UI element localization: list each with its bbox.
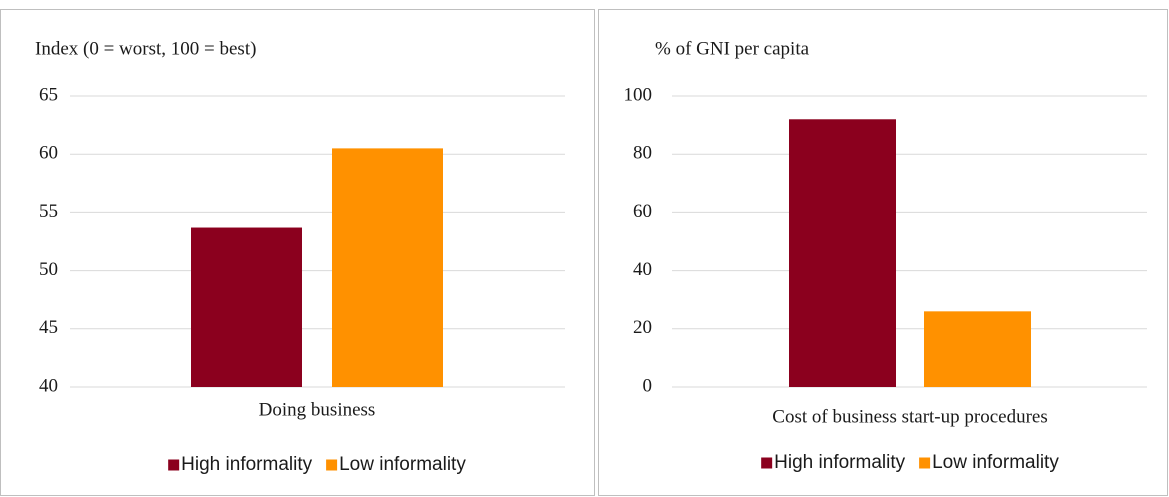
legend-label: High informality [181, 454, 312, 475]
panel-border [598, 9, 1168, 496]
y-tick-label: 100 [624, 84, 653, 105]
y-tick-label: 55 [39, 201, 58, 222]
bar [191, 227, 302, 387]
y-tick-label: 45 [39, 317, 58, 338]
legend-swatch [326, 459, 338, 471]
y-tick-label: 40 [633, 259, 652, 280]
y-tick-label: 65 [39, 84, 58, 105]
y-tick-label: 60 [39, 143, 58, 164]
y-tick-label: 0 [643, 375, 653, 396]
axis-title: Index (0 = worst, 100 = best) [35, 38, 256, 59]
legend-label: Low informality [932, 452, 1059, 473]
y-tick-label: 80 [633, 143, 652, 164]
bar [789, 119, 896, 387]
y-tick-label: 60 [633, 201, 652, 222]
axis-title: % of GNI per capita [655, 38, 810, 59]
legend-label: Low informality [339, 454, 466, 475]
legend-swatch [761, 457, 773, 469]
y-tick-label: 50 [39, 259, 58, 280]
legend-swatch [168, 459, 180, 471]
y-tick-label: 20 [633, 317, 652, 338]
y-tick-label: 40 [39, 375, 58, 396]
panel-border [0, 9, 595, 496]
x-tick-label: Doing business [259, 399, 376, 420]
legend-label: High informality [774, 452, 905, 473]
bar [924, 311, 1031, 387]
legend-swatch [919, 457, 931, 469]
bar [332, 148, 443, 387]
x-tick-label: Cost of business start-up procedures [772, 406, 1047, 427]
